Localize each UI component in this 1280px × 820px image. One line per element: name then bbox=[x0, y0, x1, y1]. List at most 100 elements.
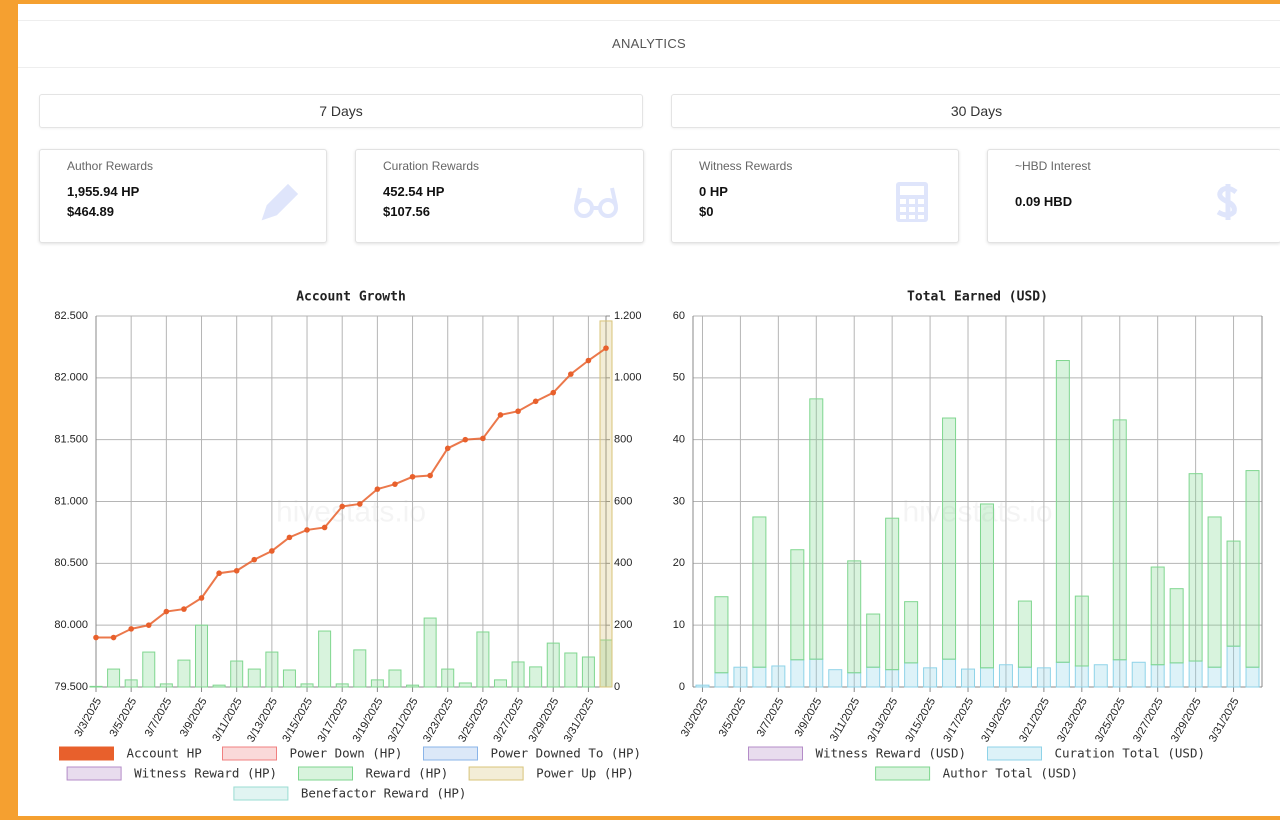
bar bbox=[300, 683, 314, 688]
x-tick-label: 3/9/2025 bbox=[793, 696, 825, 739]
calculator-icon bbox=[896, 182, 928, 222]
bar bbox=[771, 665, 786, 688]
point bbox=[163, 608, 170, 615]
dollar-icon bbox=[1216, 184, 1238, 220]
point bbox=[145, 622, 152, 628]
x-tick-label: 3/3/2025 bbox=[72, 696, 104, 739]
x-tick-label: 3/19/2025 bbox=[979, 696, 1014, 744]
bar bbox=[885, 517, 900, 671]
bar bbox=[1207, 666, 1222, 688]
watermark: hivestats.io bbox=[276, 495, 426, 528]
panel-header[interactable]: ANALYTICS bbox=[18, 20, 1280, 68]
bar bbox=[441, 668, 455, 688]
x-tick-label: 3/21/2025 bbox=[1017, 696, 1052, 744]
bar bbox=[866, 613, 881, 668]
bar bbox=[809, 658, 824, 688]
x-tick-label: 3/15/2025 bbox=[280, 696, 315, 744]
chart-title: Account Growth bbox=[296, 290, 406, 305]
bar bbox=[212, 684, 226, 688]
bar bbox=[942, 658, 957, 688]
y2-tick-label: 400 bbox=[614, 557, 632, 569]
legend-label: Author Total (USD) bbox=[943, 766, 1078, 781]
bar bbox=[1150, 566, 1165, 666]
card-value: 0 HP bbox=[699, 184, 728, 199]
y-tick-label: 30 bbox=[673, 495, 685, 507]
point bbox=[198, 595, 205, 601]
y2-tick-label: 1.200 bbox=[614, 310, 642, 322]
bar bbox=[581, 656, 595, 688]
bar bbox=[458, 682, 472, 688]
bar bbox=[961, 668, 976, 688]
x-tick-label: 3/23/2025 bbox=[1055, 696, 1090, 744]
legend-label: Curation Total (USD) bbox=[1055, 746, 1206, 761]
legend-label: Power Up (HP) bbox=[536, 766, 634, 781]
bar bbox=[847, 672, 862, 688]
x-tick-label: 3/25/2025 bbox=[456, 696, 491, 744]
point bbox=[374, 486, 381, 492]
card-value: $0 bbox=[699, 204, 714, 219]
bar bbox=[904, 662, 919, 688]
bar bbox=[564, 652, 578, 688]
bar bbox=[714, 672, 729, 688]
x-tick-label: 3/11/2025 bbox=[828, 696, 862, 744]
card-label: Witness Rewards bbox=[699, 159, 793, 173]
bar bbox=[159, 683, 173, 688]
card-label: Author Rewards bbox=[67, 159, 154, 173]
bar bbox=[714, 596, 729, 674]
stat-card: Curation Rewards 452.54 HP $107.56 bbox=[355, 149, 644, 243]
bar bbox=[1188, 660, 1203, 688]
point bbox=[532, 398, 539, 405]
point bbox=[515, 408, 521, 415]
x-tick-label: 3/19/2025 bbox=[351, 696, 386, 744]
point bbox=[216, 570, 222, 577]
bar bbox=[1112, 419, 1127, 661]
legend-label: Reward (HP) bbox=[366, 766, 449, 781]
x-tick-label: 3/23/2025 bbox=[421, 696, 456, 744]
point bbox=[128, 626, 134, 632]
stat-card: ~HBD Interest 0.09 HBD bbox=[987, 149, 1280, 243]
range-button[interactable]: 30 Days bbox=[671, 94, 1280, 128]
point bbox=[603, 345, 609, 351]
point bbox=[585, 357, 592, 364]
bar bbox=[979, 667, 994, 688]
legend-swatch bbox=[875, 766, 931, 781]
y-tick-label: 81.000 bbox=[54, 495, 88, 507]
legend-swatch bbox=[748, 746, 803, 761]
point bbox=[233, 567, 240, 574]
legend-swatch bbox=[66, 766, 122, 781]
bar bbox=[695, 684, 710, 688]
x-tick-label: 3/13/2025 bbox=[865, 696, 900, 744]
bar bbox=[1245, 666, 1260, 688]
bar bbox=[904, 601, 919, 664]
point bbox=[444, 445, 451, 452]
x-tick-label: 3/5/2025 bbox=[107, 696, 139, 739]
bar bbox=[1169, 662, 1184, 688]
card-value: 1,955.94 HP bbox=[67, 184, 140, 199]
bar bbox=[923, 667, 938, 688]
bar bbox=[1036, 667, 1051, 688]
y-tick-label: 50 bbox=[673, 372, 685, 384]
card-value: 0.09 HBD bbox=[1015, 194, 1073, 209]
bar bbox=[1093, 664, 1108, 688]
bar bbox=[885, 669, 900, 688]
legend-label: Power Down (HP) bbox=[290, 746, 403, 761]
legend-label: Benefactor Reward (HP) bbox=[301, 786, 467, 801]
x-tick-label: 3/7/2025 bbox=[755, 696, 787, 739]
point bbox=[269, 548, 275, 554]
point bbox=[339, 503, 346, 510]
y2-tick-label: 0 bbox=[614, 681, 620, 693]
legend-label: Witness Reward (HP) bbox=[134, 766, 277, 781]
x-tick-label: 3/29/2025 bbox=[526, 696, 561, 744]
range-button[interactable]: 7 Days bbox=[39, 94, 643, 128]
bar bbox=[1074, 665, 1089, 688]
bar bbox=[177, 659, 191, 688]
bar bbox=[1207, 516, 1222, 668]
x-tick-label: 3/29/2025 bbox=[1169, 696, 1204, 744]
bar bbox=[1055, 661, 1070, 688]
bar bbox=[335, 683, 349, 688]
bar bbox=[318, 630, 332, 688]
point bbox=[181, 606, 187, 612]
point bbox=[286, 534, 293, 541]
bar bbox=[790, 659, 805, 688]
bar bbox=[247, 668, 261, 688]
